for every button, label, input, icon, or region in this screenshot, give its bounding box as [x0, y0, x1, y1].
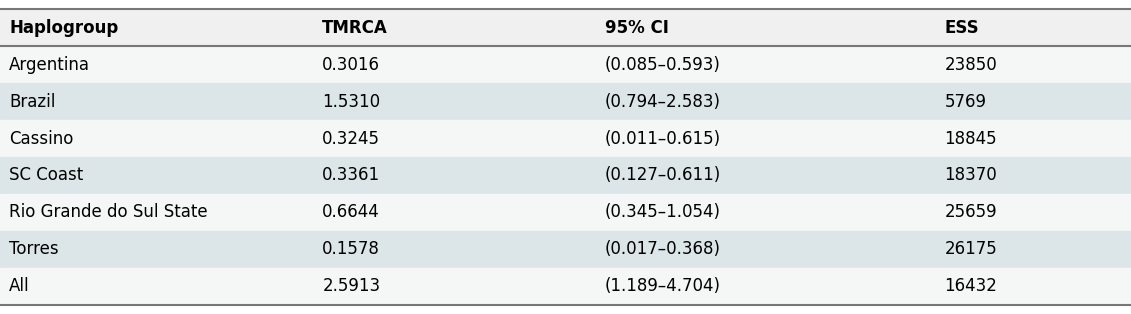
Text: Haplogroup: Haplogroup — [9, 19, 119, 37]
Text: 26175: 26175 — [944, 240, 998, 258]
Text: Torres: Torres — [9, 240, 59, 258]
Text: 0.3361: 0.3361 — [322, 166, 380, 184]
Text: (0.345–1.054): (0.345–1.054) — [605, 203, 722, 221]
Text: Argentina: Argentina — [9, 56, 90, 74]
Bar — [0, 9, 1131, 46]
Text: ESS: ESS — [944, 19, 979, 37]
Text: 25659: 25659 — [944, 203, 998, 221]
Bar — [0, 231, 1131, 268]
Text: Brazil: Brazil — [9, 93, 55, 111]
Bar — [0, 120, 1131, 157]
Text: SC Coast: SC Coast — [9, 166, 84, 184]
Text: 18845: 18845 — [944, 130, 998, 148]
Bar — [0, 157, 1131, 194]
Text: 5769: 5769 — [944, 93, 986, 111]
Text: 0.1578: 0.1578 — [322, 240, 380, 258]
Text: Cassino: Cassino — [9, 130, 74, 148]
Text: (1.189–4.704): (1.189–4.704) — [605, 277, 722, 295]
Text: 18370: 18370 — [944, 166, 998, 184]
Bar — [0, 83, 1131, 120]
Text: 95% CI: 95% CI — [605, 19, 668, 37]
Text: 23850: 23850 — [944, 56, 998, 74]
Bar — [0, 268, 1131, 305]
Text: All: All — [9, 277, 29, 295]
Text: (0.011–0.615): (0.011–0.615) — [605, 130, 722, 148]
Text: (0.794–2.583): (0.794–2.583) — [605, 93, 722, 111]
Text: (0.127–0.611): (0.127–0.611) — [605, 166, 722, 184]
Text: 0.3245: 0.3245 — [322, 130, 380, 148]
Text: 0.3016: 0.3016 — [322, 56, 380, 74]
Text: TMRCA: TMRCA — [322, 19, 388, 37]
Text: 16432: 16432 — [944, 277, 998, 295]
Text: 1.5310: 1.5310 — [322, 93, 380, 111]
Text: Rio Grande do Sul State: Rio Grande do Sul State — [9, 203, 208, 221]
Text: (0.017–0.368): (0.017–0.368) — [605, 240, 722, 258]
Text: (0.085–0.593): (0.085–0.593) — [605, 56, 720, 74]
Text: 0.6644: 0.6644 — [322, 203, 380, 221]
Text: 2.5913: 2.5913 — [322, 277, 380, 295]
Bar — [0, 46, 1131, 83]
Bar — [0, 194, 1131, 231]
